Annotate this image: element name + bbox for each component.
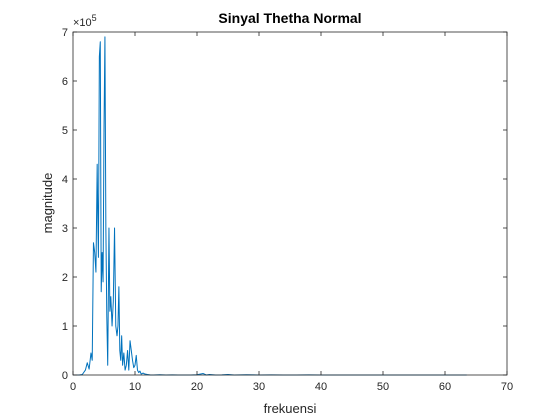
x-tick-label: 60 xyxy=(439,381,451,393)
y-tick-label: 1 xyxy=(62,321,68,333)
x-tick-label: 70 xyxy=(501,381,513,393)
x-tick-label: 0 xyxy=(70,381,76,393)
x-axis-ticks: 0 10 20 30 40 50 60 70 xyxy=(70,32,513,393)
plot-area xyxy=(73,32,507,375)
y-tick-label: 4 xyxy=(62,174,68,186)
y-exponent-label: ×105 xyxy=(73,13,97,29)
y-tick-label: 0 xyxy=(62,370,68,382)
x-tick-label: 10 xyxy=(129,381,141,393)
y-axis-label: magnitude xyxy=(40,173,55,234)
y-tick-label: 3 xyxy=(62,223,68,235)
y-exponent-base: ×10 xyxy=(73,17,92,29)
x-axis-label: frekuensi xyxy=(264,401,317,416)
chart-title: Sinyal Thetha Normal xyxy=(218,10,361,26)
x-tick-label: 20 xyxy=(191,381,203,393)
x-tick-label: 50 xyxy=(377,381,389,393)
y-tick-label: 5 xyxy=(62,125,68,137)
axes-box xyxy=(72,31,508,376)
x-tick-label: 30 xyxy=(253,381,265,393)
y-exponent-power: 5 xyxy=(92,13,97,23)
y-axis-ticks: 0 1 2 3 4 5 6 7 xyxy=(62,27,507,382)
x-tick-label: 40 xyxy=(315,381,327,393)
y-tick-label: 7 xyxy=(62,27,68,39)
y-tick-label: 6 xyxy=(62,76,68,88)
y-tick-label: 2 xyxy=(62,272,68,284)
